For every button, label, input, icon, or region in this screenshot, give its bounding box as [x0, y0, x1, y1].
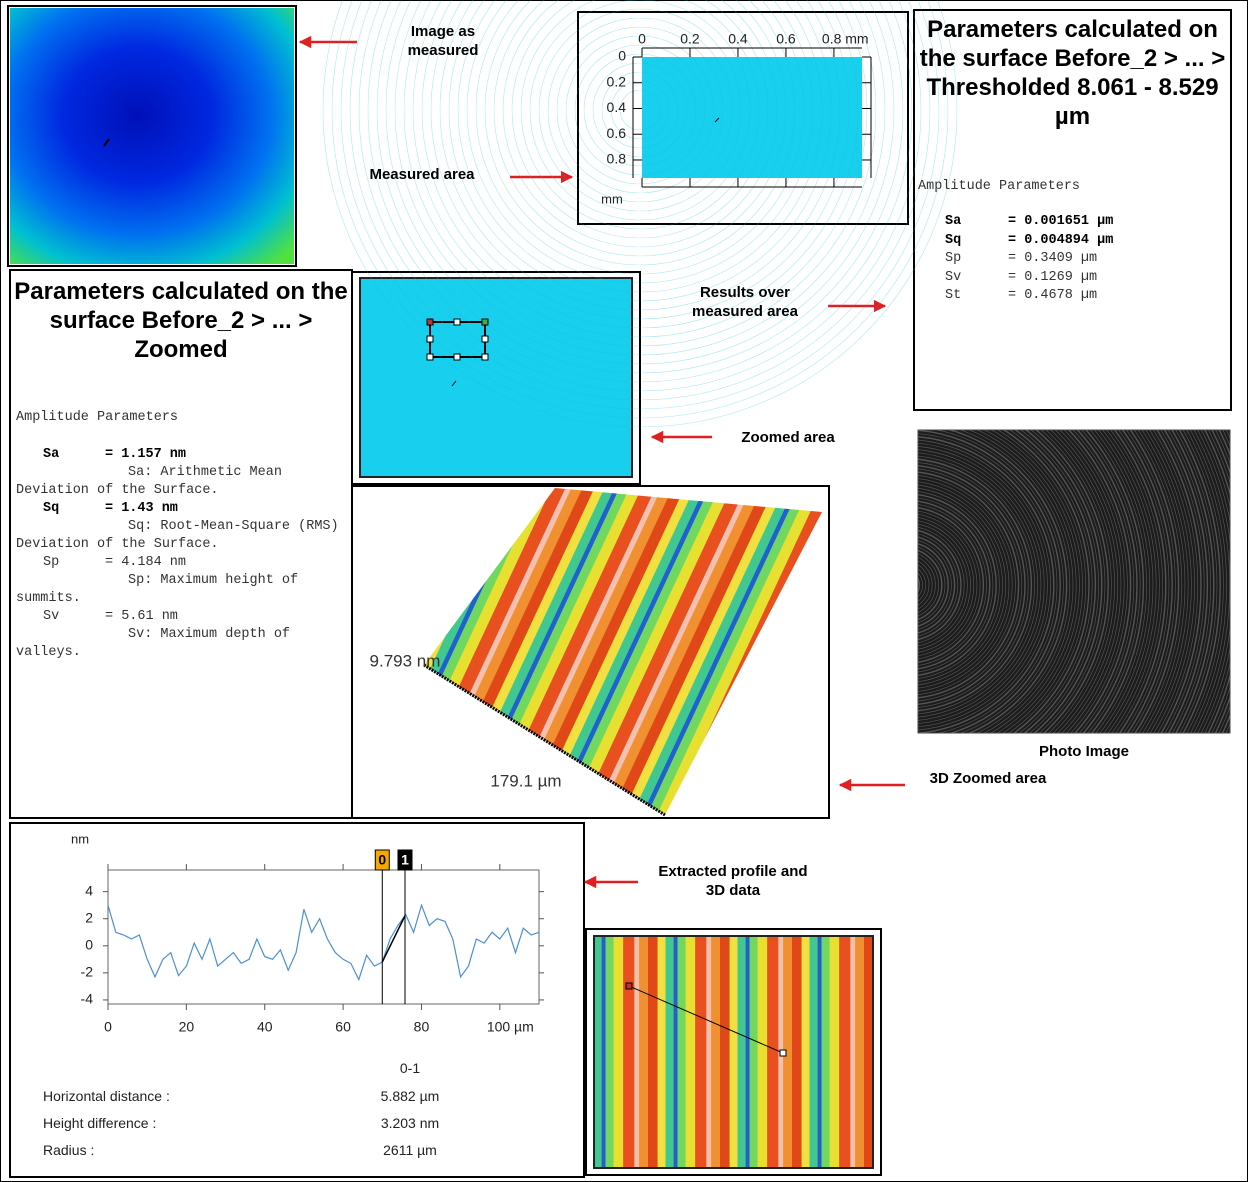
ring: [891, 571, 920, 600]
panel-title: Parameters calculated on the surface Bef…: [916, 15, 1229, 131]
result-value: 5.882 µm: [350, 1088, 470, 1104]
parameter-name: Sv: [945, 269, 1008, 287]
parameter-name: Sq: [945, 232, 1008, 250]
y-tick-label: 4: [85, 882, 93, 898]
y-tick-label: 0: [85, 937, 93, 953]
x-tick-label: 0: [638, 31, 646, 47]
y-unit: mm: [601, 191, 623, 206]
annotation: Results over measured area: [680, 283, 810, 321]
parameter-row: Sv= 0.1269 µm: [945, 269, 1225, 288]
parameter-value: = 0.4678 µm: [1008, 288, 1097, 303]
y-tick-label: 0.4: [607, 99, 627, 115]
plot-area: [108, 870, 539, 1004]
parameter-row: Sp= 4.184 nm Sp: Maximum height of summit…: [16, 554, 348, 608]
surface-2d: [594, 936, 873, 1168]
y-tick-label: -4: [81, 991, 94, 1007]
x-tick-label: 0.8 mm: [822, 31, 869, 47]
ring: [897, 577, 913, 593]
y-tick-label: -2: [81, 964, 94, 980]
parameter-value: = 1.157 nm: [105, 447, 186, 462]
surface-3d: [424, 488, 822, 815]
annotation: 3D Zoomed area: [910, 769, 1066, 788]
parameter-row: Sp= 0.3409 µm: [945, 250, 1225, 269]
parameter-value: = 0.001651 µm: [1008, 214, 1113, 229]
panel-title: Parameters calculated on the surface Bef…: [14, 277, 348, 364]
parameter-name: Sa: [16, 446, 105, 464]
results-column: 0-1: [370, 1060, 450, 1076]
section-title: Amplitude Parameters: [918, 178, 1080, 196]
section-title: Amplitude Parameters: [16, 409, 178, 427]
x-tick-label: 0.2: [680, 31, 700, 47]
parameter-value: = 0.004894 µm: [1008, 233, 1113, 248]
result-label: Radius :: [43, 1142, 94, 1158]
x-tick-label: 100 µm: [487, 1019, 534, 1035]
profile-end: [780, 1050, 786, 1056]
x-tick-label: 0.4: [728, 31, 748, 47]
parameter-list: Sa= 1.157 nm Sa: Arithmetic Mean Deviatio…: [16, 446, 348, 662]
x-tick-label: 40: [257, 1019, 273, 1035]
result-label: Horizontal distance :: [43, 1088, 170, 1104]
page: 9.793 nm 179.1 µm mm nm 0 0.2 0.4 0.6 0.8 mm…: [0, 0, 1248, 1182]
parameter-name: Sp: [945, 250, 1008, 268]
annotation: Image as measured: [388, 22, 498, 60]
parameter-value: = 5.61 nm: [105, 609, 178, 624]
parameter-name: Sv: [16, 608, 105, 626]
parameter-name: Sa: [945, 213, 1008, 231]
parameter-row: Sa= 0.001651 µm: [945, 213, 1225, 232]
y-tick-label: 0: [618, 48, 626, 64]
y-tick-label: 0.2: [607, 73, 627, 89]
parameter-description: Sq: Root-Mean-Square (RMS) Deviation of …: [16, 519, 339, 552]
height-label: 9.793 nm: [370, 651, 441, 670]
height-map: [10, 8, 294, 264]
parameter-name: Sp: [16, 554, 105, 572]
x-tick-label: 0.6: [776, 31, 796, 47]
annotation: Zoomed area: [718, 428, 858, 447]
cursor-label: 1: [401, 852, 409, 868]
annotation: Photo Image: [1004, 742, 1164, 761]
x-tick-label: 80: [414, 1019, 430, 1035]
parameter-name: Sq: [16, 500, 105, 518]
cursor-label: 0: [378, 852, 386, 868]
ring: [887, 567, 922, 602]
parameter-name: St: [945, 287, 1008, 305]
parameter-description: Sp: Maximum height of summits.: [16, 573, 298, 606]
parameter-row: Sq= 0.004894 µm: [945, 232, 1225, 251]
width-label: 179.1 µm: [490, 771, 561, 790]
parameter-value: = 0.3409 µm: [1008, 251, 1097, 266]
ring: [894, 574, 916, 596]
result-label: Height difference :: [43, 1115, 156, 1131]
measured-image: [642, 57, 862, 178]
parameter-row: Sa= 1.157 nm Sa: Arithmetic Mean Deviatio…: [16, 446, 348, 500]
result-value: 2611 µm: [350, 1142, 470, 1158]
result-value: 3.203 nm: [350, 1115, 470, 1131]
parameter-row: St= 0.4678 µm: [945, 287, 1225, 306]
y-tick-label: 0.6: [607, 125, 627, 141]
parameter-row: Sv= 5.61 nm Sv: Maximum depth of valleys.: [16, 608, 348, 662]
x-tick-label: 60: [335, 1019, 351, 1035]
y-unit: nm: [71, 831, 89, 846]
parameter-description: Sa: Arithmetic Mean Deviation of the Sur…: [16, 465, 282, 498]
annotation: Extracted profile and 3D data: [658, 862, 808, 900]
parameter-value: = 4.184 nm: [105, 555, 186, 570]
y-tick-label: 0.8: [607, 151, 627, 167]
profile-start: [626, 983, 632, 989]
annotation: Measured area: [352, 165, 492, 184]
parameter-row: Sq= 1.43 nm Sq: Root-Mean-Square (RMS) De…: [16, 500, 348, 554]
y-tick-label: 2: [85, 909, 93, 925]
x-tick-label: 0: [104, 1019, 112, 1035]
parameter-value: = 1.43 nm: [105, 501, 178, 516]
parameter-list: Sa= 0.001651 µmSq= 0.004894 µmSp= 0.3409…: [945, 213, 1225, 306]
x-tick-label: 20: [179, 1019, 195, 1035]
parameter-value: = 0.1269 µm: [1008, 270, 1097, 285]
parameter-description: Sv: Maximum depth of valleys.: [16, 627, 290, 660]
